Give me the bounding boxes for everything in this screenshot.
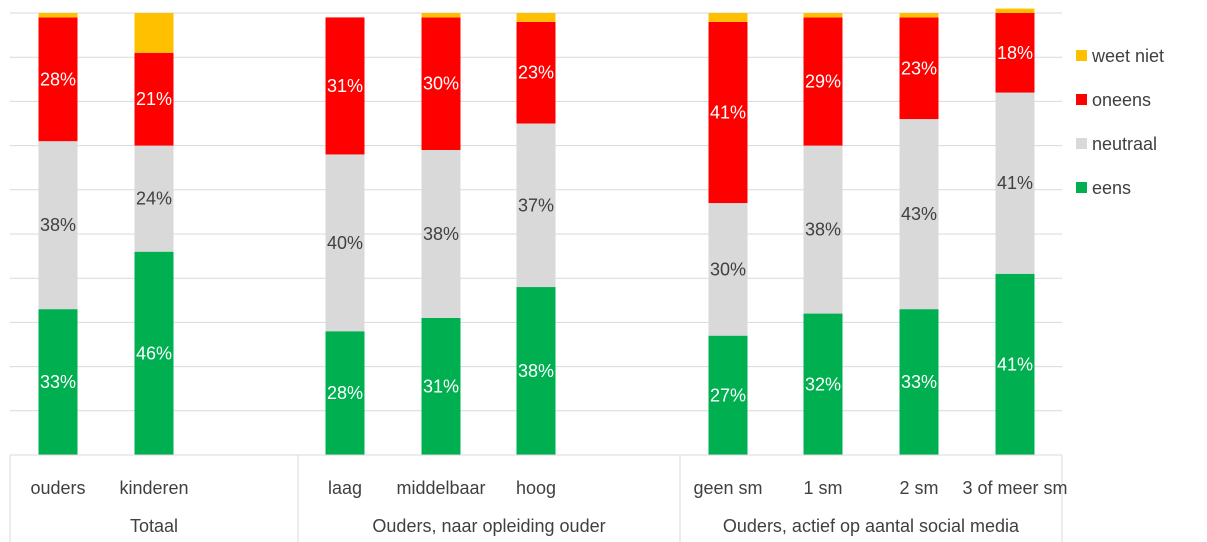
bar-segment-eens [325,331,365,455]
bar-segment-weet-niet [899,13,939,18]
bar-segment-oneens [325,17,365,155]
category-label: kinderen [119,478,188,498]
legend-entry: oneens [1092,90,1151,110]
data-label: 46% [136,343,172,363]
group-label: Ouders, naar opleiding ouder [372,516,605,536]
data-label: 24% [136,189,172,209]
data-label: 33% [901,372,937,392]
bar-segment-oneens [421,17,461,151]
data-label: 43% [901,204,937,224]
legend-entry: eens [1092,178,1131,198]
bar-segment-weet-niet [38,13,78,18]
bar-segment-neutraal [516,123,556,288]
data-label: 37% [518,195,554,215]
data-label: 31% [327,76,363,96]
bar-segment-oneens [995,13,1035,93]
bar-segment-oneens [516,21,556,124]
bar-segment-eens [134,251,174,455]
data-label: 38% [40,215,76,235]
bar-segment-neutraal [899,119,939,310]
category-label: 1 sm [803,478,842,498]
data-label: 28% [40,69,76,89]
data-label: 31% [423,376,459,396]
category-axis: ouders kinderen laag middelbaar hoog geen sm 1… [9,454,1068,542]
data-label: 41% [997,173,1033,193]
bar-segment-eens [995,273,1035,455]
bar-segment-oneens [708,21,748,204]
bar-segment-eens [803,313,843,455]
legend-entry: neutraal [1092,134,1157,154]
legend-swatch [1076,138,1087,149]
bar-segment-eens [708,335,748,455]
bar-segment-neutraal [325,154,365,332]
legend-entry: weet niet [1091,46,1164,66]
category-label: geen sm [693,478,762,498]
bar-segment-eens [899,309,939,455]
data-label: 21% [136,89,172,109]
category-label: ouders [30,478,85,498]
data-label: 29% [805,72,841,92]
data-label: 38% [805,220,841,240]
legend-swatch [1076,94,1087,105]
category-label: middelbaar [396,478,485,498]
bar-segment-oneens [803,17,843,146]
bar-segment-neutraal [421,150,461,318]
bar-segment-eens [421,317,461,455]
bar-segment-oneens [38,17,78,142]
bar-segment-oneens [134,52,174,146]
legend: weet niet oneens neutraal eens [1076,46,1164,198]
bar-segment-neutraal [995,92,1035,274]
category-label: laag [328,478,362,498]
category-label: 2 sm [899,478,938,498]
bar-segment-neutraal [708,203,748,336]
data-label: 38% [423,224,459,244]
category-label: 3 of meer sm [962,478,1067,498]
bar-segment-weet-niet [421,13,461,18]
bar-segment-weet-niet [708,13,748,22]
bar-segment-eens [38,309,78,455]
data-label: 40% [327,233,363,253]
group-label: Ouders, actief op aantal social media [723,516,1020,536]
bar-segment-weet-niet [995,8,1035,13]
bar-segment-neutraal [38,141,78,310]
category-label: hoog [516,478,556,498]
bar-segment-neutraal [134,145,174,252]
bar-segment-weet-niet [516,13,556,22]
data-label: 23% [901,58,937,78]
data-label: 28% [327,383,363,403]
data-label: 23% [518,63,554,83]
legend-swatch [1076,182,1087,193]
bar-segment-eens [516,287,556,455]
bar-segment-neutraal [803,145,843,314]
legend-swatch [1076,50,1087,61]
data-label: 41% [710,102,746,122]
data-label: 32% [805,374,841,394]
data-label: 33% [40,372,76,392]
bar-segment-weet-niet [803,13,843,18]
data-label: 27% [710,385,746,405]
data-label: 18% [997,43,1033,63]
bars [38,8,1035,455]
bar-segment-oneens [899,17,939,120]
data-label: 30% [710,259,746,279]
data-label: 41% [997,354,1033,374]
group-label: Totaal [130,516,178,536]
data-labels: 33% 38% 28% 46% 24% 21% 28% 40% 31% 31% 38% 30% 38% 3… [40,43,1033,406]
bar-segment-weet-niet [134,13,174,53]
data-label: 38% [518,361,554,381]
data-label: 30% [423,74,459,94]
